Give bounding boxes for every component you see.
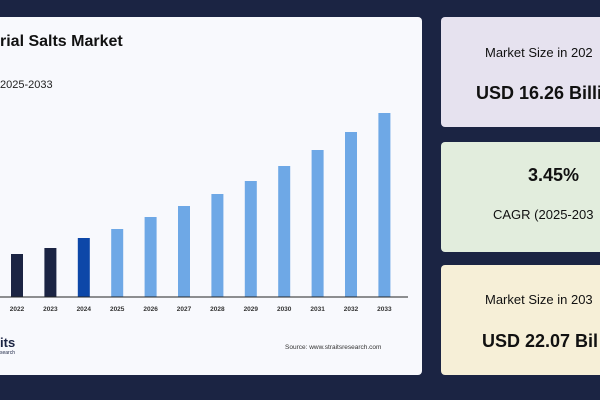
x-tick-label: 2028 bbox=[210, 306, 225, 313]
bar-2033 bbox=[378, 113, 391, 297]
market-size-2033-card: Market Size in 203 USD 22.07 Bil bbox=[441, 265, 600, 375]
market-size-2024-card: Market Size in 202 USD 16.26 Billi bbox=[441, 17, 600, 127]
chart-title: rial Salts Market bbox=[0, 33, 123, 50]
bar-2026 bbox=[144, 217, 157, 297]
x-tick-label: 2029 bbox=[244, 306, 259, 313]
x-tick-label: 2023 bbox=[43, 306, 58, 313]
x-tick-label: 2026 bbox=[143, 306, 158, 313]
bar-2028 bbox=[211, 194, 224, 297]
card-value: 3.45% bbox=[528, 165, 580, 185]
bar-2025 bbox=[111, 229, 124, 297]
bar-chart: 2022 2023 2024 2025 2026 2027 2028 2029 2030 2031… bbox=[0, 113, 408, 313]
brand-logo: its search bbox=[0, 335, 16, 356]
source-text: Source: www.straitsresearch.com bbox=[285, 344, 382, 351]
x-tick-label: 2032 bbox=[344, 306, 359, 313]
bar-2031 bbox=[311, 150, 324, 297]
bar-2029 bbox=[244, 181, 257, 297]
bar-2032 bbox=[345, 132, 357, 297]
x-tick-label: 2033 bbox=[377, 306, 392, 313]
card-label: Market Size in 203 bbox=[485, 292, 593, 307]
card-label: Market Size in 202 bbox=[485, 45, 593, 60]
x-tick-label: 2030 bbox=[277, 306, 292, 313]
bar-2024 bbox=[77, 238, 90, 297]
bar-2022 bbox=[11, 254, 23, 297]
x-tick-label: 2022 bbox=[10, 306, 25, 313]
x-tick-label: 2025 bbox=[110, 306, 125, 313]
chart-subtitle: 2025-2033 bbox=[0, 79, 53, 91]
bar-2030 bbox=[278, 166, 291, 297]
card-label: CAGR (2025-203 bbox=[493, 207, 594, 222]
bar-2023 bbox=[44, 248, 57, 297]
bar-2027 bbox=[178, 206, 190, 297]
x-tick-label: 2031 bbox=[310, 306, 325, 313]
chart-panel: rial Salts Market 2025-2033 2022 2023 2024… bbox=[0, 17, 422, 375]
cagr-card: 3.45% CAGR (2025-203 bbox=[441, 142, 600, 252]
x-tick-label: 2024 bbox=[77, 306, 92, 313]
card-value: USD 16.26 Billi bbox=[476, 83, 600, 103]
card-value: USD 22.07 Bil bbox=[482, 331, 599, 351]
x-tick-label: 2027 bbox=[177, 306, 192, 313]
